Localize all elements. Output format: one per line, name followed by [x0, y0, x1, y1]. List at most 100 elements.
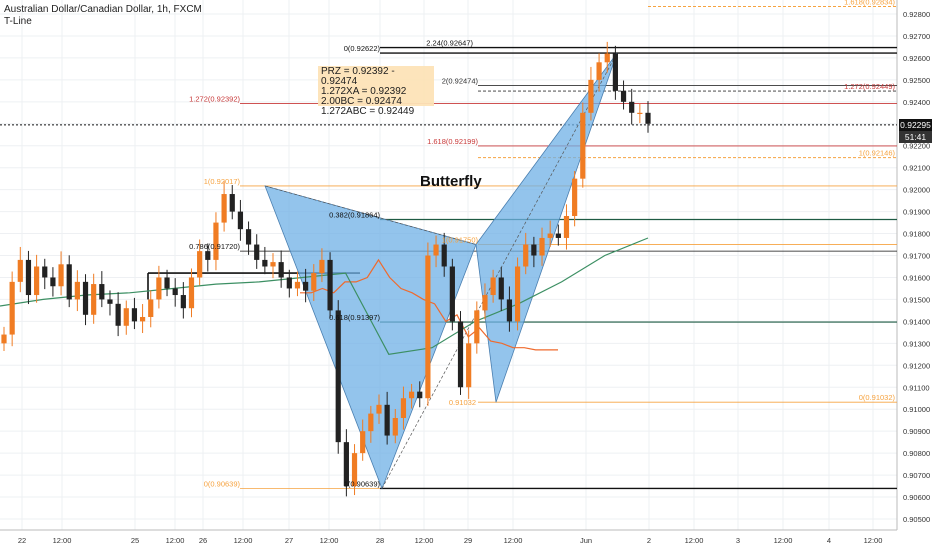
- candlesticks: [1, 41, 651, 497]
- price-tick-label: 0.90500: [903, 515, 930, 524]
- pattern-label: Butterfly: [420, 173, 482, 190]
- candle-body: [50, 277, 56, 287]
- candle-body: [441, 244, 447, 267]
- price-tick-label: 0.91800: [903, 230, 930, 239]
- candle-body: [433, 244, 439, 256]
- time-tick-label: 12:00: [234, 536, 253, 545]
- candle-body: [327, 259, 333, 311]
- candle-body: [555, 233, 561, 238]
- candle-body: [197, 251, 203, 278]
- time-tick-label: 27: [285, 536, 293, 545]
- time-tick-label: 12:00: [166, 536, 185, 545]
- candle-body: [245, 229, 252, 245]
- fib-label: 2(0.92474): [442, 77, 479, 86]
- fib-label: 2.24(0.92647): [426, 39, 473, 48]
- candle-body: [449, 266, 455, 322]
- price-tick-label: 0.92200: [903, 142, 930, 151]
- fib-label: 0.91032: [449, 398, 476, 407]
- fib-label: 1(0.90639): [344, 479, 381, 488]
- fib-label: 0.382(0.91864): [329, 211, 380, 220]
- time-tick-label: 28: [376, 536, 384, 545]
- price-tick-label: 0.91900: [903, 208, 930, 217]
- candle-body: [547, 233, 553, 238]
- candle-body: [1, 334, 7, 344]
- time-tick-label: 2: [647, 536, 651, 545]
- price-tick-label: 0.90700: [903, 471, 930, 480]
- candle-body: [237, 211, 244, 230]
- candle-body: [376, 404, 382, 414]
- candle-body: [82, 281, 89, 315]
- candle-body: [131, 308, 138, 322]
- time-tick-label: 25: [131, 536, 139, 545]
- candle-body: [311, 273, 317, 291]
- price-tick-label: 0.92700: [903, 32, 930, 41]
- candle-body: [498, 277, 504, 300]
- time-tick-label: 22: [18, 536, 26, 545]
- candle-body: [254, 244, 260, 260]
- time-tick-label: 3: [736, 536, 740, 545]
- candle-body: [637, 112, 643, 115]
- candle-body: [490, 277, 496, 296]
- time-tick-label: 26: [199, 536, 207, 545]
- prz-line: 2.00BC = 0.92474: [321, 96, 402, 107]
- candle-body: [425, 255, 431, 399]
- candle-body: [278, 262, 284, 278]
- candle-body: [400, 398, 407, 418]
- candle-body: [156, 277, 162, 300]
- time-tick-label: 4: [827, 536, 831, 545]
- price-tick-label: 0.92800: [903, 10, 930, 19]
- candle-body: [25, 259, 32, 296]
- prz-box[interactable]: PRZ = 0.92392 - 0.92474 1.272XA = 0.9239…: [318, 66, 434, 117]
- candle-body: [17, 259, 23, 282]
- candle-body: [523, 244, 529, 267]
- fib-label: 1(0.92146): [859, 149, 896, 158]
- candle-body: [319, 259, 325, 274]
- candle-body: [531, 244, 537, 256]
- price-tick-label: 0.92000: [903, 186, 930, 195]
- candle-body: [604, 53, 610, 63]
- current-price-badge: 0.92295: [899, 119, 932, 131]
- candle-body: [368, 413, 374, 432]
- candle-body: [596, 62, 602, 80]
- candle-body: [351, 453, 358, 487]
- candle-body: [123, 308, 129, 326]
- price-tick-label: 0.90800: [903, 449, 930, 458]
- candle-body: [66, 264, 72, 300]
- candle-body: [612, 53, 618, 91]
- prz-line: 1.272ABC = 0.92449: [321, 106, 415, 117]
- fib-label: 1.272(0.92392): [189, 95, 240, 104]
- candle-body: [384, 404, 390, 436]
- time-tick-label: Jun: [580, 536, 592, 545]
- chart-title: Australian Dollar/Canadian Dollar, 1h, F…: [4, 4, 202, 15]
- price-tick-label: 0.91500: [903, 295, 930, 304]
- candle-body: [270, 262, 276, 267]
- price-tick-label: 0.91100: [903, 383, 930, 392]
- candle-body: [58, 264, 64, 287]
- price-tick-label: 0.91000: [903, 405, 930, 414]
- time-tick-label: 12:00: [504, 536, 523, 545]
- time-tick-label: 12:00: [415, 536, 434, 545]
- fib-labels: 1.618(0.92834) 2.24(0.92647) 0(0.92622) 2(0…: [189, 0, 895, 488]
- time-axis: 22 12:00 25 12:00 26 12:00 27 12:00 28 12:00 29 12:…: [18, 536, 883, 545]
- candle-body: [115, 303, 121, 326]
- candle-body: [572, 178, 578, 216]
- price-tick-label: 0.91700: [903, 252, 930, 261]
- candle-body: [629, 101, 635, 113]
- prz-line: PRZ = 0.92392 - 0.92474: [321, 66, 395, 87]
- candle-body: [294, 281, 301, 289]
- candle-body: [563, 215, 570, 238]
- price-tick-label: 0.92600: [903, 54, 930, 63]
- fib-label: 1(0.92017): [204, 177, 241, 186]
- time-tick-label: 12:00: [320, 536, 339, 545]
- candle-body: [360, 431, 366, 454]
- candle-body: [474, 310, 480, 344]
- fib-label: 0(0.90639): [204, 479, 241, 488]
- candle-body: [180, 295, 186, 309]
- fib-label: 0.786(0.91720): [189, 242, 240, 251]
- candle-body: [506, 299, 513, 322]
- price-tick-label: 0.90900: [903, 427, 930, 436]
- candle-body: [221, 194, 227, 223]
- candle-body: [34, 266, 40, 296]
- candle-body: [457, 321, 464, 388]
